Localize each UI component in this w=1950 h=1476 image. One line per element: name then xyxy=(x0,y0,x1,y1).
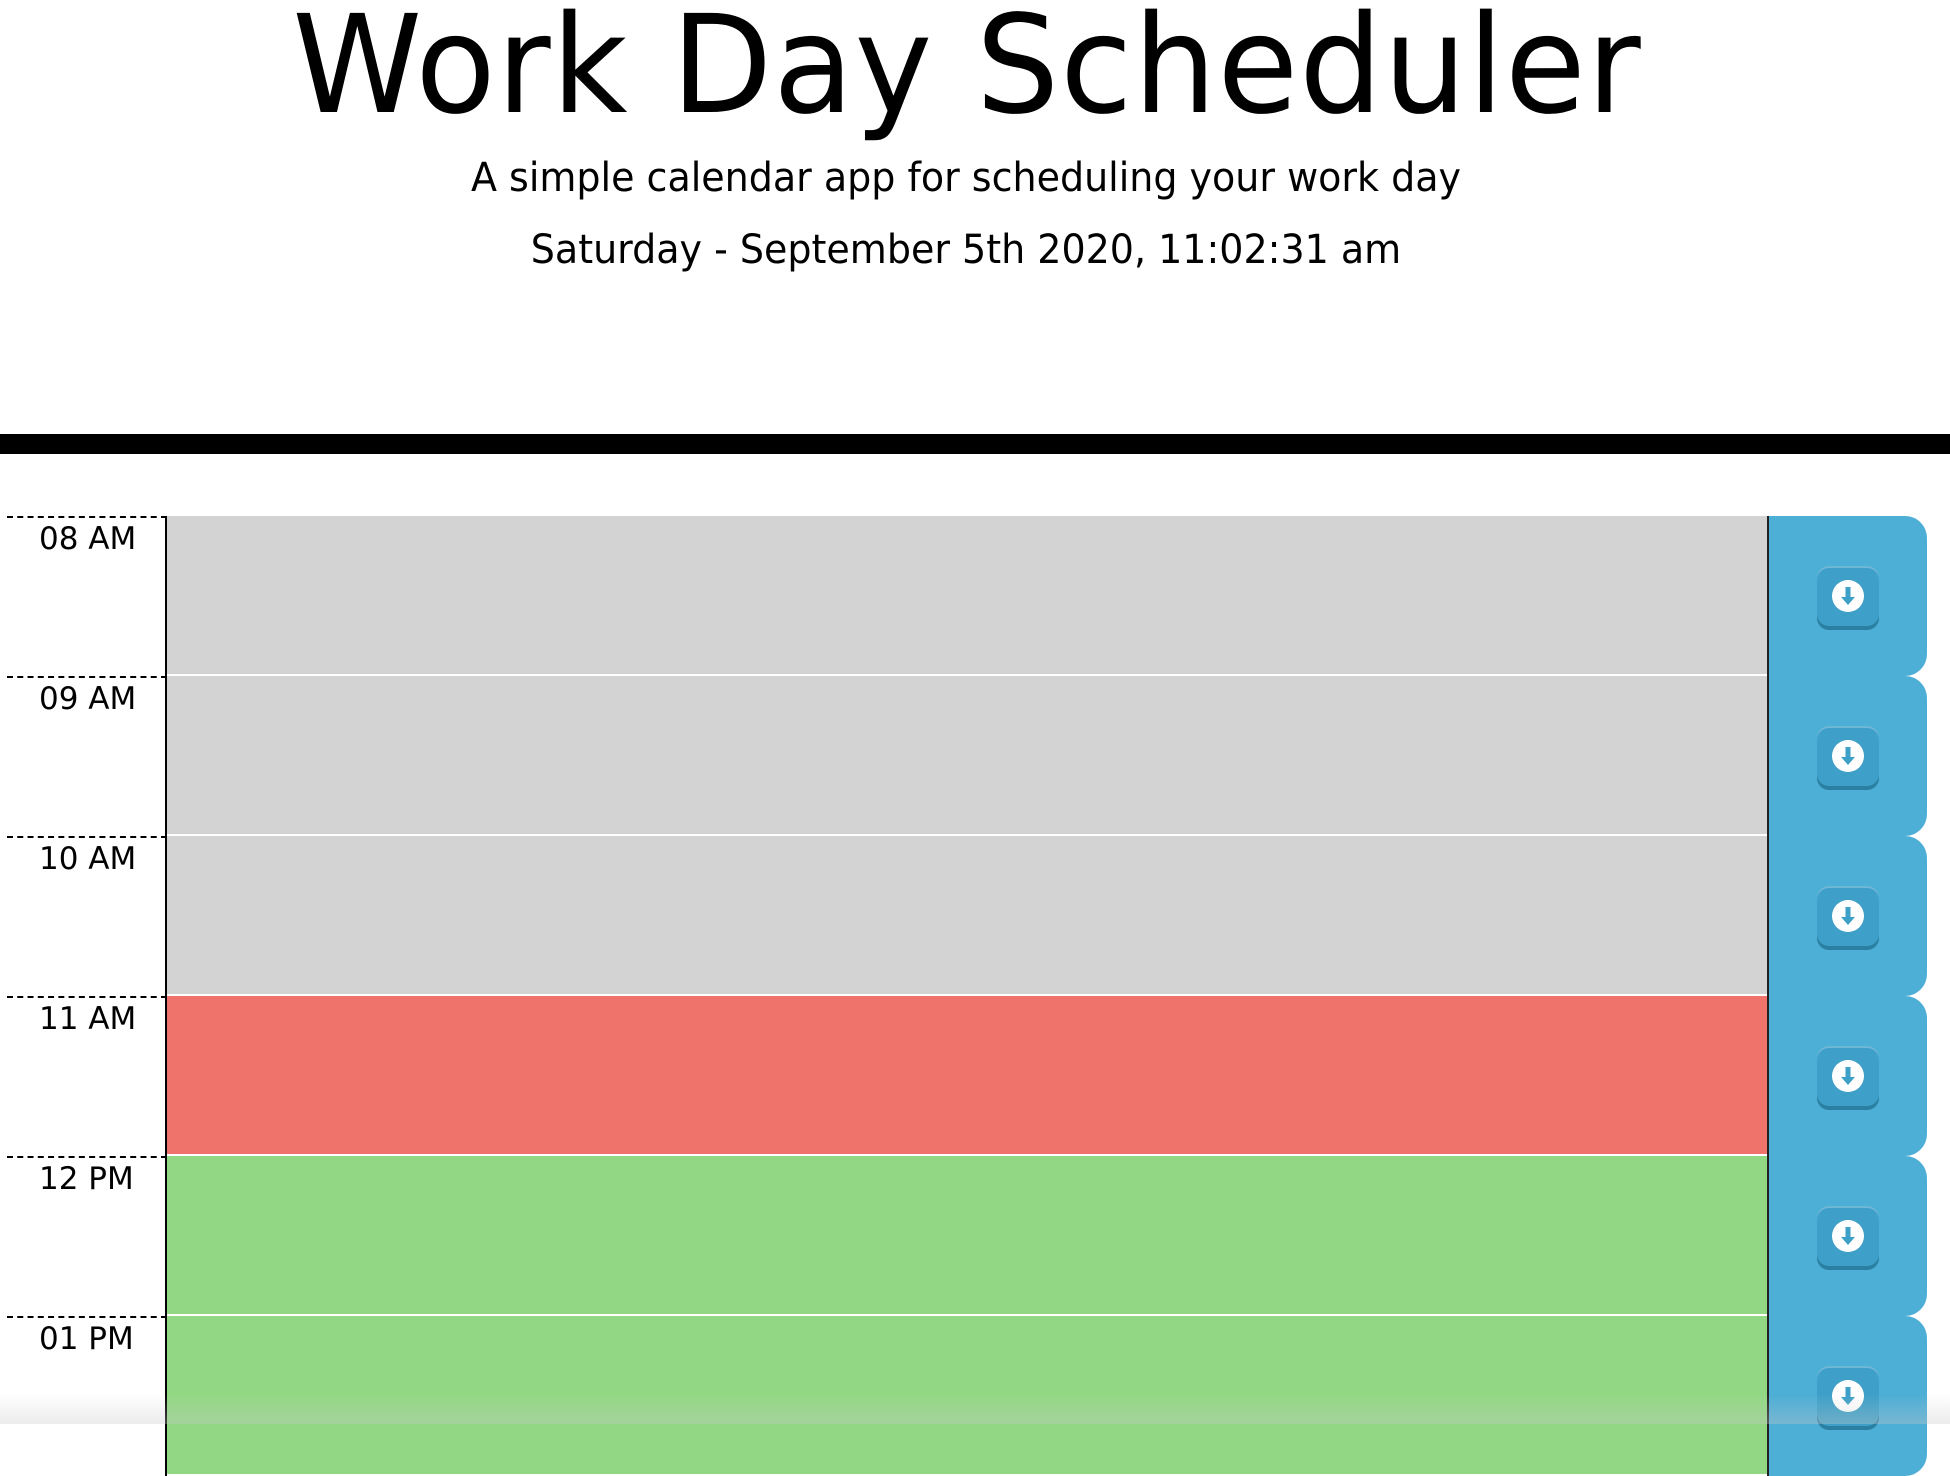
timeblock-row: 09 AM xyxy=(0,676,1950,836)
event-description-input[interactable] xyxy=(167,836,1767,996)
timeblock-list: 08 AM 09 AM 10 AM xyxy=(0,516,1950,1476)
timeblock-row: 10 AM xyxy=(0,836,1950,996)
download-icon xyxy=(1817,566,1879,626)
download-icon-glyph xyxy=(1832,1380,1864,1412)
save-button[interactable] xyxy=(1767,676,1927,836)
save-button[interactable] xyxy=(1767,996,1927,1156)
hour-label: 08 AM xyxy=(7,516,167,676)
event-description-input[interactable] xyxy=(167,516,1767,676)
event-description-input[interactable] xyxy=(167,676,1767,836)
save-button[interactable] xyxy=(1767,1156,1927,1316)
download-icon xyxy=(1817,1206,1879,1266)
download-icon-glyph xyxy=(1832,1220,1864,1252)
save-button[interactable] xyxy=(1767,1316,1927,1476)
event-description-input[interactable] xyxy=(167,1316,1767,1476)
page-header: Work Day Scheduler A simple calendar app… xyxy=(0,0,1950,454)
download-icon xyxy=(1817,1366,1879,1426)
hour-label: 01 PM xyxy=(7,1316,167,1476)
hour-label: 12 PM xyxy=(7,1156,167,1316)
page-subtitle: A simple calendar app for scheduling you… xyxy=(470,155,1462,201)
timeblock-row: 08 AM xyxy=(0,516,1950,676)
page-title: Work Day Scheduler xyxy=(292,0,1642,145)
timeblock-row: 01 PM xyxy=(0,1316,1950,1476)
download-icon xyxy=(1817,886,1879,946)
hour-label: 09 AM xyxy=(7,676,167,836)
download-icon xyxy=(1817,1046,1879,1106)
event-description-input[interactable] xyxy=(167,1156,1767,1316)
event-description-input[interactable] xyxy=(167,996,1767,1156)
download-icon-glyph xyxy=(1832,900,1864,932)
save-button[interactable] xyxy=(1767,836,1927,996)
download-icon xyxy=(1817,726,1879,786)
download-icon-glyph xyxy=(1832,1060,1864,1092)
timeblock-row: 11 AM xyxy=(0,996,1950,1156)
current-day: Saturday - September 5th 2020, 11:02:31 … xyxy=(530,227,1402,273)
download-icon-glyph xyxy=(1832,580,1864,612)
save-button[interactable] xyxy=(1767,516,1927,676)
hour-label: 11 AM xyxy=(7,996,167,1156)
timeblock-row: 12 PM xyxy=(0,1156,1950,1316)
download-icon-glyph xyxy=(1832,740,1864,772)
hour-label: 10 AM xyxy=(7,836,167,996)
